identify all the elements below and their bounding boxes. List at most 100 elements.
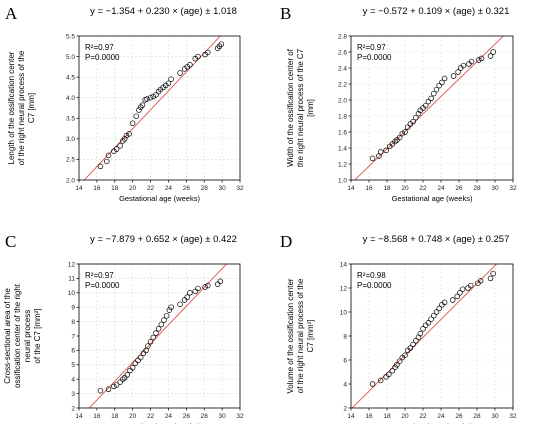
- data-point: [105, 386, 112, 393]
- data-point: [389, 368, 396, 374]
- data-point: [396, 358, 403, 364]
- y-axis-label: Length of the ossification centerof the …: [7, 50, 36, 165]
- y-axis-label-line: Cross-sectional area of the: [3, 288, 12, 384]
- p-value-label: P=0.0000: [85, 281, 120, 290]
- data-point: [153, 330, 159, 336]
- data-point: [218, 41, 224, 47]
- data-point: [113, 146, 120, 152]
- data-point: [476, 57, 482, 63]
- data-point: [105, 152, 112, 159]
- data-point: [145, 343, 151, 349]
- y-tick-label: 10: [340, 309, 348, 316]
- y-tick-label: 4.5: [66, 74, 75, 81]
- y-tick-label: 3: [71, 391, 75, 398]
- y-tick-label: 8: [343, 333, 347, 340]
- fit-line: [88, 264, 228, 408]
- data-point: [168, 76, 174, 82]
- y-tick-label: 1.0: [338, 177, 347, 184]
- data-point: [487, 275, 494, 282]
- x-tick-label: 32: [509, 413, 517, 420]
- y-tick-label: 2.0: [66, 177, 75, 184]
- panel-letter: C: [5, 232, 16, 251]
- y-axis-label-line: of the right neural process of the: [17, 50, 26, 165]
- data-point: [413, 338, 419, 344]
- data-point: [383, 147, 389, 154]
- x-tick-label: 32: [236, 185, 244, 192]
- data-point: [399, 130, 406, 137]
- y-axis-label-line: C7 [mm]: [27, 93, 36, 123]
- data-point: [392, 138, 398, 145]
- x-tick-label: 32: [509, 185, 517, 192]
- data-point: [436, 305, 442, 312]
- data-point: [402, 352, 408, 358]
- x-tick-label: 14: [75, 413, 83, 420]
- y-tick-label: 5.5: [66, 33, 75, 40]
- data-point: [386, 371, 392, 378]
- y-tick-label: 5: [71, 362, 75, 369]
- y-tick-label: 6: [343, 357, 347, 364]
- y-axis-label-line: Volume of the ossification center: [286, 278, 295, 394]
- data-point: [214, 281, 221, 287]
- data-point: [187, 290, 193, 296]
- data-point: [450, 73, 457, 79]
- data-point: [163, 313, 170, 319]
- y-axis-label-line: neural process: [23, 310, 32, 362]
- panel-letter: B: [280, 4, 291, 23]
- data-point: [436, 82, 442, 89]
- data-point: [133, 113, 139, 119]
- data-point: [431, 312, 437, 319]
- y-axis-label-line: Length of the ossification center: [7, 51, 16, 164]
- y-tick-label: 9: [71, 305, 75, 312]
- data-point: [413, 114, 419, 121]
- data-point: [457, 290, 463, 296]
- data-point: [150, 334, 156, 341]
- data-point: [433, 309, 440, 315]
- data-point: [177, 301, 183, 308]
- y-axis-label: Volume of the ossification centerof the …: [286, 278, 315, 394]
- data-point: [428, 95, 434, 102]
- data-point: [147, 339, 154, 345]
- r-squared-label: R²=0.97: [357, 43, 386, 52]
- data-point: [394, 362, 400, 368]
- x-axis-label: Gestational age (weeks): [392, 422, 473, 424]
- y-tick-label: 12: [68, 261, 76, 268]
- fit-line: [351, 264, 498, 408]
- x-tick-label: 14: [75, 185, 83, 192]
- y-tick-label: 7: [71, 333, 75, 340]
- data-point: [404, 124, 411, 130]
- x-tick-label: 20: [129, 185, 137, 192]
- p-value-label: P=0.0000: [357, 281, 392, 290]
- y-tick-label: 4.0: [66, 95, 75, 102]
- x-tick-label: 28: [201, 413, 209, 420]
- regression-equation: y = −1.354 + 0.230 × (age) ± 1.018: [90, 6, 237, 17]
- x-tick-label: 24: [165, 185, 173, 192]
- x-tick-label: 26: [183, 185, 191, 192]
- x-tick-label: 18: [383, 185, 391, 192]
- data-point: [123, 132, 130, 139]
- data-point: [126, 131, 132, 137]
- data-point: [158, 321, 165, 328]
- y-tick-label: 8: [71, 319, 75, 326]
- y-tick-label: 2.2: [338, 81, 347, 88]
- data-point: [377, 377, 384, 384]
- x-tick-label: 28: [473, 185, 481, 192]
- data-point: [97, 387, 104, 394]
- y-tick-label: 1.4: [338, 145, 347, 152]
- x-tick-label: 20: [129, 413, 137, 420]
- data-point: [205, 282, 211, 289]
- y-tick-label: 1.6: [338, 129, 347, 136]
- y-axis-label-line: the right neural process of the C7: [296, 48, 305, 167]
- data-point: [139, 102, 146, 108]
- x-tick-label: 22: [419, 413, 427, 420]
- x-tick-label: 32: [236, 413, 244, 420]
- data-point: [166, 307, 173, 313]
- y-axis-label-line: C7 [mm³]: [306, 320, 315, 353]
- data-point: [407, 345, 414, 351]
- data-point: [468, 58, 475, 65]
- data-point: [120, 376, 126, 382]
- y-tick-label: 2.5: [66, 157, 75, 164]
- x-tick-label: 16: [365, 185, 373, 192]
- data-point: [97, 163, 104, 170]
